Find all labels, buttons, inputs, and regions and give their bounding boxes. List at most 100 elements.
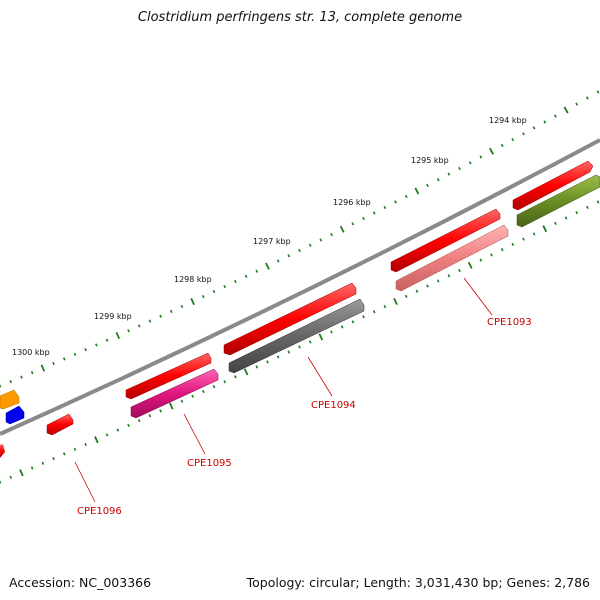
gene-label-cpe1093: CPE1093: [487, 317, 532, 328]
scale-tick: [223, 380, 227, 384]
scale-tick: [318, 333, 324, 341]
scale-tick: [298, 248, 301, 253]
scale-tick: [585, 205, 589, 209]
scale-tick: [532, 232, 536, 236]
scale-tick: [276, 259, 280, 263]
scale-tick: [511, 242, 515, 247]
scale-tick: [447, 274, 451, 278]
scale-tick: [340, 325, 344, 329]
kbp-label-1295: 1295 kbp: [411, 156, 449, 165]
scale-tick: [105, 338, 109, 342]
scale-tick: [180, 304, 184, 309]
scale-tick: [383, 304, 387, 309]
gene-label-cpe1095: CPE1095: [187, 458, 232, 469]
scale-tick: [95, 343, 98, 347]
scale-tick: [148, 319, 152, 323]
scale-tick: [414, 187, 420, 195]
kbp-label-1294: 1294 kbp: [489, 116, 527, 125]
scale-tick: [308, 243, 312, 247]
scale-tick: [20, 375, 23, 379]
scale-tick: [52, 361, 55, 366]
gene-block-orange[interactable]: [0, 389, 20, 410]
scale-tick: [563, 106, 569, 114]
scale-tick: [265, 262, 270, 270]
scale-tick: [115, 331, 121, 340]
scale-tick: [116, 428, 120, 432]
gene-block-red-1[interactable]: [512, 160, 594, 211]
scale-tick: [0, 480, 2, 484]
scale-tick: [137, 324, 141, 328]
gene-block-magenta[interactable]: [130, 368, 219, 419]
scale-tick: [394, 200, 397, 204]
gene-block-pink[interactable]: [395, 224, 509, 292]
scale-tick: [468, 161, 472, 165]
gene-block-olive[interactable]: [516, 174, 600, 228]
scale-tick: [105, 433, 109, 437]
scale-tick: [383, 205, 387, 210]
scale-tick: [84, 347, 87, 352]
gene-block-red-6[interactable]: [0, 444, 5, 458]
scale-tick: [339, 225, 345, 233]
scale-tick: [362, 216, 365, 221]
scale-tick: [543, 120, 547, 124]
scale-tick: [372, 310, 376, 314]
gene-block-blue[interactable]: [5, 405, 25, 425]
scale-tick: [30, 466, 34, 470]
scale-tick: [159, 409, 162, 413]
scale-tick: [9, 379, 13, 384]
scale-tick: [542, 225, 548, 233]
scale-tick: [159, 314, 162, 318]
scale-tick: [532, 126, 536, 130]
scale-tick: [596, 90, 600, 94]
genome-backbone: [0, 138, 600, 436]
scale-tick: [372, 211, 376, 215]
scale-tick: [522, 237, 525, 241]
scale-tick: [234, 279, 237, 284]
scale-tick: [276, 355, 280, 359]
leader-line-cpe1095: [183, 413, 206, 455]
scale-tick: [436, 279, 440, 283]
scale-tick: [458, 268, 461, 273]
scale-tick: [554, 114, 557, 118]
scale-tick: [287, 254, 291, 258]
kbp-label-1300: 1300 kbp: [12, 348, 50, 357]
scale-tick: [223, 284, 227, 289]
scale-tick: [148, 414, 152, 418]
scale-tick: [500, 248, 504, 252]
scale-tick: [426, 183, 429, 187]
gene-block-red-3[interactable]: [223, 282, 357, 356]
outer-tick-track: [0, 90, 600, 388]
scale-tick: [575, 102, 579, 106]
gene-block-red-2[interactable]: [390, 208, 501, 273]
leader-line-cpe1094: [307, 356, 333, 397]
scale-tick: [596, 200, 600, 204]
scale-tick: [298, 345, 301, 349]
scale-tick: [362, 315, 365, 319]
scale-tick: [19, 469, 24, 477]
gene-block-gray[interactable]: [228, 298, 365, 374]
scale-tick: [0, 384, 2, 388]
scale-tick: [479, 155, 483, 159]
gene-block-red-5[interactable]: [46, 413, 74, 436]
scale-tick: [351, 320, 355, 324]
topology-text: Topology: circular; Length: 3,031,430 bp…: [246, 575, 590, 590]
scale-tick: [244, 274, 248, 278]
scale-tick: [202, 389, 205, 394]
scale-tick: [393, 297, 398, 305]
scale-tick: [522, 132, 525, 136]
scale-tick: [404, 194, 408, 199]
scale-tick: [330, 233, 333, 237]
kbp-label-1299: 1299 kbp: [94, 312, 132, 321]
scale-tick: [243, 368, 249, 376]
scale-tick: [351, 222, 355, 226]
scale-tick: [190, 298, 195, 306]
leader-line-cpe1093: [463, 277, 493, 316]
scale-tick: [84, 442, 87, 447]
gene-block-red-4[interactable]: [125, 352, 212, 400]
scale-tick: [169, 309, 173, 314]
scale-tick: [489, 147, 494, 155]
scale-tick: [458, 166, 461, 171]
kbp-label-1296: 1296 kbp: [333, 198, 371, 207]
scale-tick: [575, 211, 579, 215]
